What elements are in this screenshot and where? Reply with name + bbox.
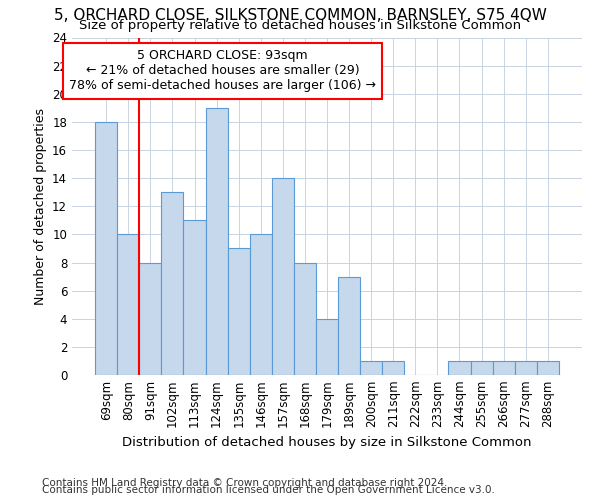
Bar	[448, 361, 470, 375]
Bar	[493, 361, 515, 375]
Bar	[294, 262, 316, 375]
Bar	[206, 108, 227, 375]
Bar	[139, 262, 161, 375]
Text: 5 ORCHARD CLOSE: 93sqm
← 21% of detached houses are smaller (29)
78% of semi-det: 5 ORCHARD CLOSE: 93sqm ← 21% of detached…	[69, 50, 376, 92]
Bar	[382, 361, 404, 375]
Y-axis label: Number of detached properties: Number of detached properties	[34, 108, 47, 304]
Text: Contains public sector information licensed under the Open Government Licence v3: Contains public sector information licen…	[42, 485, 495, 495]
Bar	[250, 234, 272, 375]
Bar	[316, 319, 338, 375]
X-axis label: Distribution of detached houses by size in Silkstone Common: Distribution of detached houses by size …	[122, 436, 532, 449]
Bar	[338, 276, 360, 375]
Bar	[470, 361, 493, 375]
Bar	[515, 361, 537, 375]
Bar	[272, 178, 294, 375]
Text: Contains HM Land Registry data © Crown copyright and database right 2024.: Contains HM Land Registry data © Crown c…	[42, 478, 448, 488]
Bar	[184, 220, 206, 375]
Text: 5, ORCHARD CLOSE, SILKSTONE COMMON, BARNSLEY, S75 4QW: 5, ORCHARD CLOSE, SILKSTONE COMMON, BARN…	[53, 8, 547, 22]
Bar	[537, 361, 559, 375]
Bar	[227, 248, 250, 375]
Bar	[117, 234, 139, 375]
Bar	[360, 361, 382, 375]
Bar	[95, 122, 117, 375]
Bar	[161, 192, 184, 375]
Text: Size of property relative to detached houses in Silkstone Common: Size of property relative to detached ho…	[79, 18, 521, 32]
